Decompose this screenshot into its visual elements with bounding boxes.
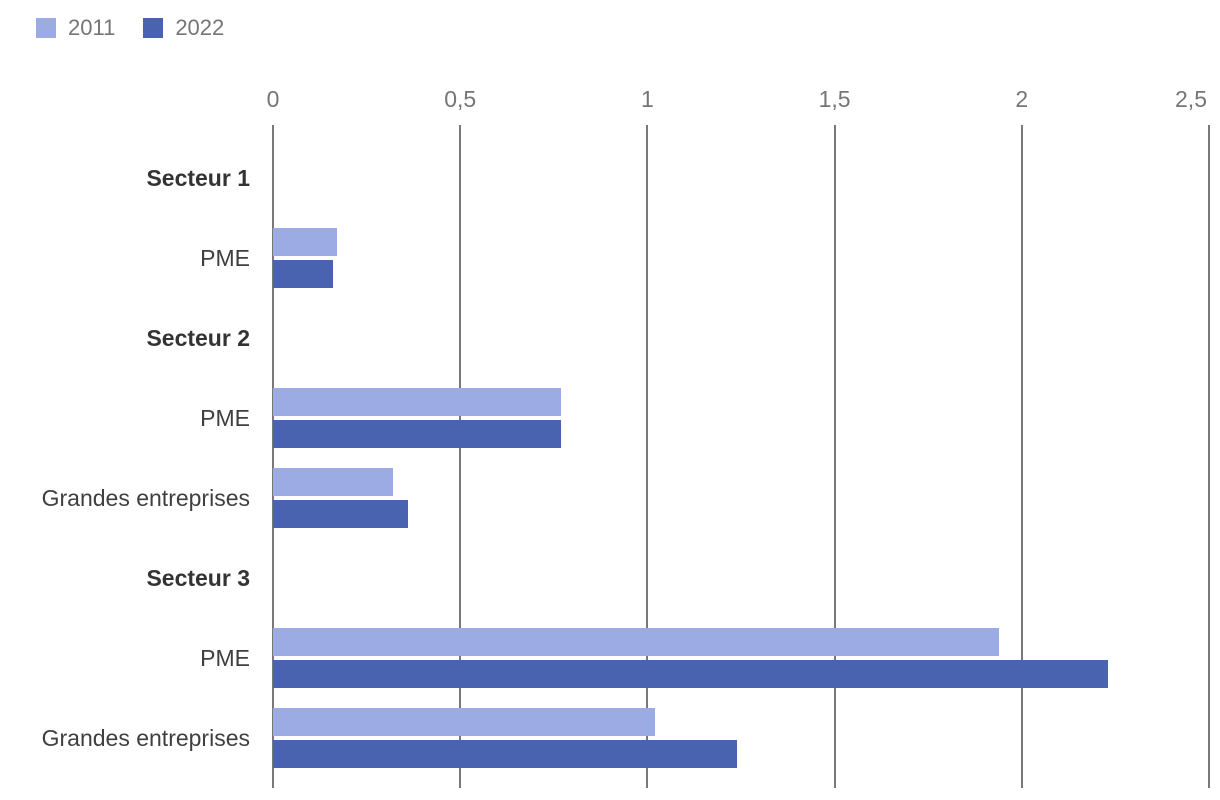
gridline-0 [272, 125, 274, 788]
category-label: PME [200, 645, 250, 671]
x-axis-tick-label: 1,5 [818, 86, 851, 112]
bar-2022-grandes-entreprises[interactable] [273, 500, 408, 528]
x-axis-tick-label: 2,5 [1175, 86, 1207, 112]
gridline-0,5 [459, 125, 462, 788]
bar-2011-pme[interactable] [273, 228, 337, 256]
x-axis-tick-label: 0,5 [444, 86, 477, 112]
legend-item-2022: 2022 [143, 15, 224, 41]
category-label: PME [200, 245, 250, 271]
category-label: Grandes entreprises [41, 725, 250, 751]
bar-2022-pme[interactable] [273, 260, 333, 288]
gridline-1 [646, 125, 649, 788]
category-label: Grandes entreprises [41, 485, 250, 511]
legend-item-2011: 2011 [36, 15, 115, 41]
bar-2011-pme[interactable] [273, 628, 1000, 656]
category-label: PME [200, 405, 250, 431]
legend-swatch-2011 [36, 18, 56, 38]
gridline-1,5 [833, 125, 836, 788]
legend-label-2022: 2022 [175, 15, 225, 40]
bar-2022-grandes-entreprises[interactable] [273, 740, 738, 768]
bar-2011-grandes-entreprises[interactable] [273, 708, 655, 736]
section-header-label: Secteur 1 [146, 165, 250, 191]
bar-2011-pme[interactable] [273, 388, 562, 416]
bar-2011-grandes-entreprises[interactable] [273, 468, 393, 496]
legend-label-2011: 2011 [68, 15, 116, 40]
bar-2022-pme[interactable] [273, 420, 562, 448]
section-header-label: Secteur 2 [146, 325, 250, 351]
plot-area: 0 0,5 1 1,5 2 2,5 Secteur 1 PME Secteur 2 PME Gran… [42, 86, 1210, 788]
section-header-label: Secteur 3 [146, 565, 250, 591]
x-axis-tick-label: 0 [266, 86, 280, 112]
x-axis-tick-label: 1 [640, 86, 654, 112]
x-axis-tick-label: 2 [1015, 86, 1029, 112]
gridline-2,5 [1208, 125, 1210, 788]
bar-2022-pme[interactable] [273, 660, 1108, 688]
legend-swatch-2022 [143, 18, 164, 38]
chart-legend: 2011 2022 [36, 15, 224, 41]
gridline-2 [1020, 125, 1023, 788]
